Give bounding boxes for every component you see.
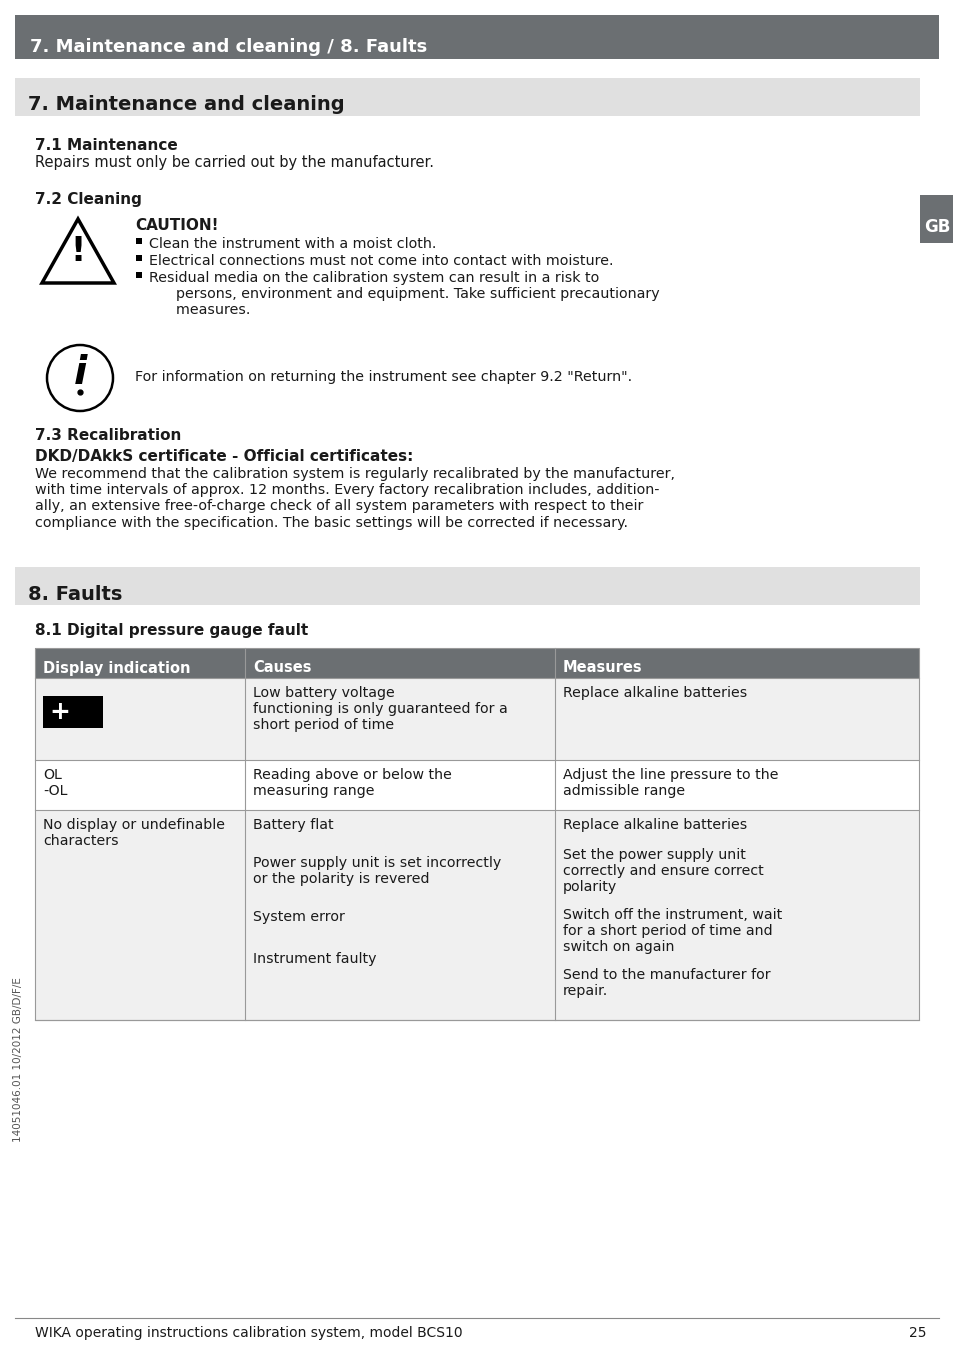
FancyBboxPatch shape <box>35 649 918 678</box>
Text: 8.1 Digital pressure gauge fault: 8.1 Digital pressure gauge fault <box>35 623 308 638</box>
Text: 7.1 Maintenance: 7.1 Maintenance <box>35 138 177 153</box>
Text: Residual media on the calibration system can result in a risk to
      persons, : Residual media on the calibration system… <box>149 271 659 317</box>
Text: Low battery voltage
functioning is only guaranteed for a
short period of time: Low battery voltage functioning is only … <box>253 686 507 733</box>
Text: Power supply unit is set incorrectly
or the polarity is revered: Power supply unit is set incorrectly or … <box>253 856 500 887</box>
FancyBboxPatch shape <box>35 810 918 1020</box>
Text: Replace alkaline batteries: Replace alkaline batteries <box>562 686 746 700</box>
FancyBboxPatch shape <box>15 567 919 605</box>
FancyBboxPatch shape <box>15 15 938 60</box>
Text: i: i <box>73 353 87 393</box>
Text: No display or undefinable
characters: No display or undefinable characters <box>43 818 225 848</box>
Text: OL
-OL: OL -OL <box>43 768 68 799</box>
Circle shape <box>47 345 112 412</box>
FancyBboxPatch shape <box>15 79 919 116</box>
Text: Instrument faulty: Instrument faulty <box>253 952 376 965</box>
Text: 7. Maintenance and cleaning / 8. Faults: 7. Maintenance and cleaning / 8. Faults <box>30 38 427 56</box>
Text: GB: GB <box>923 218 949 236</box>
Text: Switch off the instrument, wait
for a short period of time and
switch on again: Switch off the instrument, wait for a sh… <box>562 909 781 955</box>
Text: +: + <box>50 700 71 724</box>
FancyBboxPatch shape <box>136 238 142 244</box>
Text: Clean the instrument with a moist cloth.: Clean the instrument with a moist cloth. <box>149 237 436 250</box>
Text: For information on returning the instrument see chapter 9.2 "Return".: For information on returning the instrum… <box>135 370 632 385</box>
Text: Display indication: Display indication <box>43 661 191 676</box>
Text: Battery flat: Battery flat <box>253 818 334 831</box>
Text: Reading above or below the
measuring range: Reading above or below the measuring ran… <box>253 768 452 799</box>
Text: Set the power supply unit
correctly and ensure correct
polarity: Set the power supply unit correctly and … <box>562 848 763 895</box>
FancyBboxPatch shape <box>43 696 103 728</box>
Text: !: ! <box>71 234 86 268</box>
FancyBboxPatch shape <box>136 272 142 278</box>
Text: Repairs must only be carried out by the manufacturer.: Repairs must only be carried out by the … <box>35 154 434 171</box>
Text: Electrical connections must not come into contact with moisture.: Electrical connections must not come int… <box>149 255 613 268</box>
FancyBboxPatch shape <box>919 195 953 242</box>
Text: CAUTION!: CAUTION! <box>135 218 218 233</box>
FancyBboxPatch shape <box>35 760 918 810</box>
Text: Measures: Measures <box>562 661 642 676</box>
FancyBboxPatch shape <box>136 255 142 261</box>
Text: WIKA operating instructions calibration system, model BCS10: WIKA operating instructions calibration … <box>35 1326 462 1340</box>
FancyBboxPatch shape <box>35 678 918 760</box>
Text: System error: System error <box>253 910 345 923</box>
Text: 7. Maintenance and cleaning: 7. Maintenance and cleaning <box>28 96 344 115</box>
Text: 7.3 Recalibration: 7.3 Recalibration <box>35 428 181 443</box>
Text: DKD/DAkkS certificate - Official certificates:: DKD/DAkkS certificate - Official certifi… <box>35 450 413 464</box>
Text: Causes: Causes <box>253 661 312 676</box>
Text: We recommend that the calibration system is regularly recalibrated by the manufa: We recommend that the calibration system… <box>35 467 675 529</box>
Text: 8. Faults: 8. Faults <box>28 585 122 604</box>
Text: 14051046.01 10/2012 GB/D/F/E: 14051046.01 10/2012 GB/D/F/E <box>13 978 23 1143</box>
Text: Send to the manufacturer for
repair.: Send to the manufacturer for repair. <box>562 968 770 998</box>
Text: 7.2 Cleaning: 7.2 Cleaning <box>35 192 142 207</box>
Text: Adjust the line pressure to the
admissible range: Adjust the line pressure to the admissib… <box>562 768 778 799</box>
Text: Replace alkaline batteries: Replace alkaline batteries <box>562 818 746 831</box>
Text: 25: 25 <box>908 1326 925 1340</box>
Polygon shape <box>42 219 113 283</box>
